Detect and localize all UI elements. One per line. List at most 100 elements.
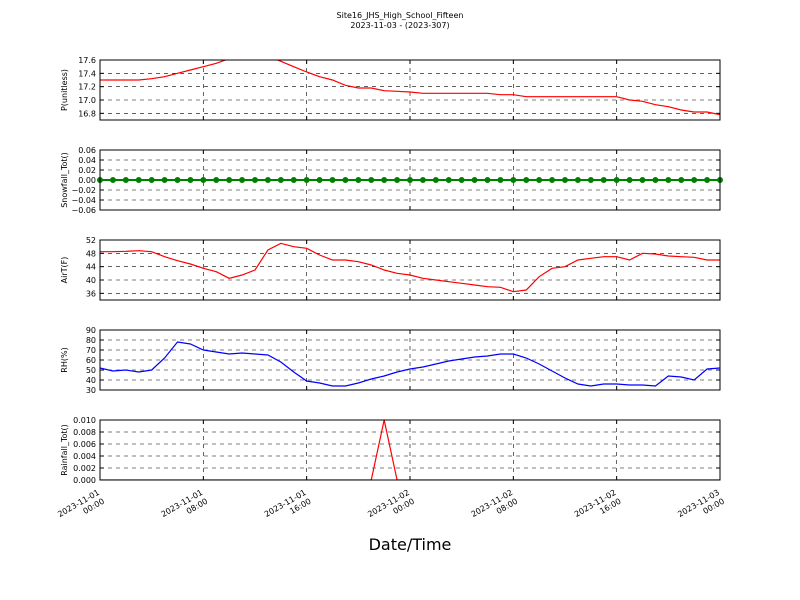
y-tick-label: 40 xyxy=(86,276,96,285)
y-tick-label: 0.06 xyxy=(78,146,96,155)
data-point xyxy=(704,177,711,183)
data-point xyxy=(135,177,142,183)
plot-frame xyxy=(99,419,721,481)
y-tick-label: −0.04 xyxy=(71,196,96,205)
y-tick-label: 36 xyxy=(86,289,96,298)
data-point xyxy=(471,177,478,183)
data-point xyxy=(200,177,207,183)
data-point xyxy=(381,177,388,183)
y-tick-label: 30 xyxy=(86,386,96,395)
y-axis-label: Snowfall_Tot() xyxy=(60,152,69,208)
data-line xyxy=(100,341,720,387)
y-axis-label: AirT(F) xyxy=(60,257,69,284)
y-tick-label: 0.006 xyxy=(73,440,96,449)
y-tick-label: 17.2 xyxy=(78,83,96,92)
x-tick-label: 2023-11-0208:00 xyxy=(470,488,520,528)
y-axis-label: RH(%) xyxy=(60,347,69,372)
y-axis-label: P(unitless) xyxy=(60,69,69,111)
data-point xyxy=(355,177,362,183)
y-tick-label: 16.8 xyxy=(78,109,96,118)
data-point xyxy=(277,177,284,183)
data-point xyxy=(109,177,116,183)
data-point xyxy=(445,177,452,183)
data-point xyxy=(394,177,401,183)
data-point xyxy=(148,177,155,183)
x-tick-label: 2023-11-0116:00 xyxy=(263,488,313,528)
data-point xyxy=(536,177,543,183)
data-point xyxy=(368,177,375,183)
data-point xyxy=(264,177,271,183)
plot-frame xyxy=(99,329,721,391)
y-tick-label: 0.010 xyxy=(73,416,96,425)
chart-subtitle: 2023-11-03 - (2023-307) xyxy=(350,21,449,30)
data-point xyxy=(290,177,297,183)
data-point xyxy=(226,177,233,183)
data-point xyxy=(213,177,220,183)
plot-frame xyxy=(99,59,721,121)
y-tick-label: 0.02 xyxy=(78,166,96,175)
y-tick-label: 50 xyxy=(86,366,96,375)
data-point xyxy=(458,177,465,183)
x-tick-label: 2023-11-0200:00 xyxy=(366,488,416,528)
y-tick-label: 17.4 xyxy=(78,69,96,78)
y-tick-label: 0.000 xyxy=(73,476,96,485)
y-tick-label: 70 xyxy=(86,346,96,355)
y-tick-label: 0.004 xyxy=(73,452,96,461)
data-point xyxy=(549,177,556,183)
plot-frame xyxy=(99,149,721,211)
data-point xyxy=(613,177,620,183)
x-axis-label: Date/Time xyxy=(369,535,452,554)
y-tick-label: 17.6 xyxy=(78,56,96,65)
x-tick-label: 2023-11-0300:00 xyxy=(676,488,726,528)
data-point xyxy=(342,177,349,183)
data-point xyxy=(303,177,310,183)
data-point xyxy=(432,177,439,183)
data-point xyxy=(329,177,336,183)
data-point xyxy=(678,177,685,183)
data-point xyxy=(574,177,581,183)
y-tick-label: 80 xyxy=(86,336,96,345)
y-tick-label: −0.02 xyxy=(71,186,96,195)
data-point xyxy=(407,177,413,183)
chart-title: Site16_JHS_High_School_Fifteen xyxy=(337,11,464,20)
y-tick-label: 44 xyxy=(86,263,96,272)
data-point xyxy=(161,177,168,183)
data-line xyxy=(100,60,720,116)
data-point xyxy=(122,177,129,183)
y-tick-label: 0.00 xyxy=(78,176,96,185)
x-tick-label: 2023-11-0100:00 xyxy=(56,488,106,528)
x-tick-label: 2023-11-0216:00 xyxy=(573,488,623,528)
data-point xyxy=(639,177,646,183)
data-point xyxy=(652,177,659,183)
y-tick-label: 0.008 xyxy=(73,428,96,437)
y-tick-label: 48 xyxy=(86,249,96,258)
data-point xyxy=(484,177,491,183)
data-point xyxy=(239,177,246,183)
y-tick-label: 60 xyxy=(86,356,96,365)
y-tick-label: 90 xyxy=(86,326,96,335)
data-line xyxy=(100,242,720,293)
plot-frame xyxy=(99,239,721,301)
y-tick-label: 0.002 xyxy=(73,464,96,473)
y-tick-label: −0.06 xyxy=(71,206,96,215)
data-point xyxy=(510,177,517,183)
y-tick-label: 40 xyxy=(86,376,96,385)
data-point xyxy=(187,177,194,183)
y-axis-label: Rainfall_Tot() xyxy=(60,424,69,476)
data-point xyxy=(626,177,633,183)
data-point xyxy=(600,177,607,183)
data-point xyxy=(419,177,426,183)
x-tick-label: 2023-11-0108:00 xyxy=(160,488,210,528)
data-point xyxy=(497,177,504,183)
data-point xyxy=(523,177,530,183)
data-point xyxy=(252,177,258,183)
data-point xyxy=(174,177,181,183)
data-point xyxy=(587,177,594,183)
y-tick-label: 0.04 xyxy=(78,156,96,165)
y-tick-label: 17.0 xyxy=(78,96,96,105)
data-point xyxy=(691,177,698,183)
data-point xyxy=(665,177,672,183)
y-tick-label: 52 xyxy=(86,236,96,245)
data-point xyxy=(562,177,568,183)
